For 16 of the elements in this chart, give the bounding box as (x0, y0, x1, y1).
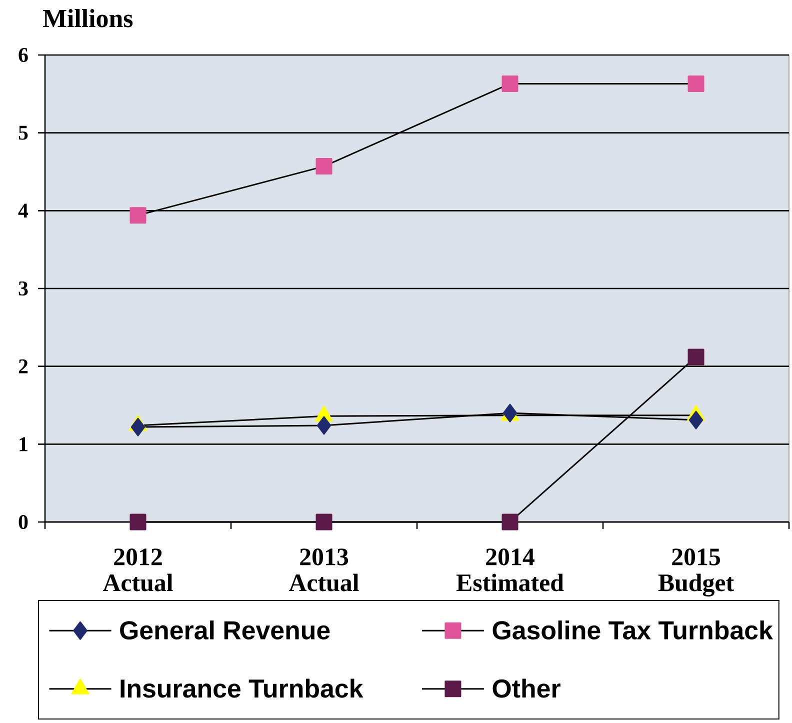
y-tick-label: 6 (18, 48, 28, 62)
legend-label: Gasoline Tax Turnback (492, 620, 773, 640)
x-tick-label: 2015 Budget (658, 548, 734, 596)
y-axis-title: Millions (42, 9, 133, 28)
legend-label: General Revenue (120, 620, 330, 640)
x-tick-label: 2013 Actual (288, 548, 359, 592)
x-tick-label: 2014 Estimated (456, 548, 564, 592)
legend-label: Insurance Turnback (120, 678, 364, 698)
legend-label: Other (492, 678, 560, 698)
y-tick-label: 0 (18, 514, 28, 530)
x-tick-label: 2012 Actual (102, 548, 173, 592)
y-tick-label: 4 (18, 204, 28, 218)
y-tick-label: 2 (18, 359, 28, 374)
y-tick-label: 3 (18, 281, 28, 296)
y-tick-label: 5 (18, 126, 28, 140)
y-tick-label: 1 (20, 437, 28, 452)
